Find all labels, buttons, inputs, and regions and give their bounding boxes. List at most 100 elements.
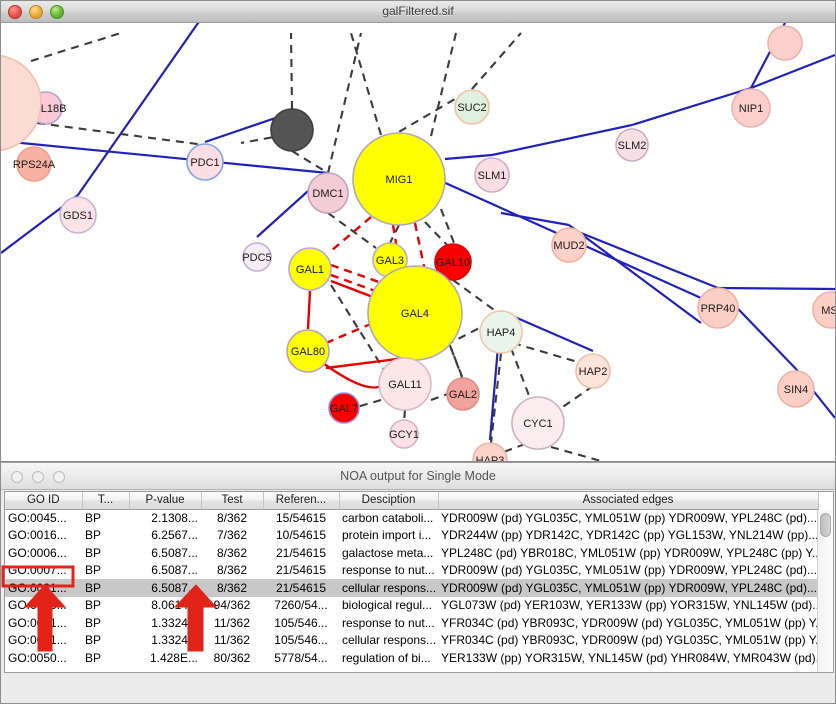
- node-label: PDC1: [190, 157, 219, 169]
- network-node-gal10[interactable]: GAL10: [434, 243, 472, 281]
- network-node-mud2[interactable]: MUD2: [551, 227, 587, 263]
- results-table[interactable]: GO ID T... P-value Test Referen... Desciption…: [5, 492, 819, 667]
- network-node-gal11[interactable]: GAL11: [378, 357, 432, 411]
- table-row[interactable]: GO:0007... BP 6.5087... 8/362 21/54615 respon…: [5, 562, 818, 580]
- close-icon[interactable]: [11, 471, 23, 483]
- table-scrollbar[interactable]: [817, 510, 832, 672]
- network-node-gcy1[interactable]: GCY1: [389, 419, 419, 449]
- noa-window-controls[interactable]: [11, 471, 65, 483]
- node-label: PRP40: [701, 303, 736, 315]
- column-header-6[interactable]: Associated edges: [438, 492, 819, 510]
- column-header-5[interactable]: Desciption: [339, 492, 439, 510]
- network-node-mig1[interactable]: MIG1: [352, 132, 446, 226]
- network-node-msi[interactable]: MSI: [812, 291, 835, 329]
- cell-edges: YFR034C (pd) YBR093C, YDR009W (pd) YGL03…: [441, 615, 818, 630]
- column-header-2[interactable]: P-value: [129, 492, 202, 510]
- cell-pvalue: 1.3324...: [151, 615, 198, 630]
- table-row[interactable]: GO:0031... BP 6.5087... 8/362 21/54615 cellul…: [5, 579, 818, 597]
- zoom-icon[interactable]: [50, 5, 64, 19]
- cell-reference: 7260/54...: [274, 598, 328, 613]
- scrollbar-thumb[interactable]: [820, 513, 831, 537]
- table-row[interactable]: GO:0006... BP 6.5087... 8/362 21/54615 galact…: [5, 544, 818, 562]
- cell-edges: YGL073W (pd) YER103W, YER133W (pp) YOR31…: [441, 598, 818, 613]
- network-titlebar[interactable]: galFiltered.sif: [1, 1, 835, 23]
- noa-window-title: NOA output for Single Mode: [340, 469, 496, 483]
- node-label: SUC2: [457, 102, 486, 114]
- cell-pvalue: 1.428E...: [149, 650, 198, 665]
- network-node-gal1[interactable]: GAL1: [288, 247, 332, 291]
- close-icon[interactable]: [8, 5, 22, 19]
- network-node-hap4[interactable]: HAP4: [479, 310, 523, 354]
- cell-pvalue: 6.5087...: [129, 579, 201, 597]
- cell-edges: YDR009W (pd) YGL035C, YML051W (pp) YDR00…: [438, 579, 818, 597]
- network-node-gal4[interactable]: GAL4: [367, 265, 463, 361]
- table-header-row[interactable]: GO ID T... P-value Test Referen... Desciption…: [5, 492, 819, 510]
- minimize-icon[interactable]: [29, 5, 43, 19]
- results-table-container[interactable]: GO ID T... P-value Test Referen... Desciption…: [4, 491, 834, 673]
- network-node-pdc5[interactable]: PDC5: [242, 242, 272, 272]
- cell-description: response to nut...: [342, 615, 435, 630]
- cell-test: 8/362: [216, 563, 248, 578]
- cell-type: BP: [85, 528, 102, 543]
- network-node-dmc1[interactable]: DMC1: [307, 172, 349, 214]
- network-node-slm2[interactable]: SLM2: [615, 128, 649, 162]
- cell-edges: YER133W (pp) YOR315W, YNL145W (pd) YHR08…: [441, 650, 818, 665]
- column-header-1[interactable]: T...: [82, 492, 130, 510]
- zoom-icon[interactable]: [53, 471, 65, 483]
- cell-description: cellular respons...: [339, 579, 438, 597]
- network-node[interactable]: [767, 25, 803, 61]
- network-node-gds1[interactable]: GDS1: [59, 196, 97, 234]
- column-header-0[interactable]: GO ID: [5, 492, 83, 510]
- cell-reference: 21/54615: [263, 579, 339, 597]
- node-label: NIP1: [739, 103, 763, 115]
- network-node-hap3[interactable]: HAP3: [472, 442, 508, 461]
- table-body[interactable]: GO:0045... BP 2.1308... 8/362 15/54615 carbon…: [5, 509, 818, 667]
- network-canvas[interactable]: RPL18B RPS24A GDS1 PDC1 PDC5 DMC1 SUC2 MIG1 SLM1…: [1, 23, 835, 461]
- table-row[interactable]: GO:0031... BP 1.3324... 11/362 105/546... res…: [5, 614, 818, 632]
- cell-type: BP: [85, 563, 102, 578]
- cell-go_id: GO:0050...: [8, 650, 67, 665]
- cell-type: BP: [82, 579, 129, 597]
- network-node-gal2[interactable]: GAL2: [446, 377, 480, 411]
- network-node-hap2[interactable]: HAP2: [575, 353, 611, 389]
- network-node-gal80[interactable]: GAL80: [286, 329, 330, 373]
- window-controls[interactable]: [8, 5, 64, 19]
- node-label: PDC5: [242, 252, 271, 264]
- network-node-suc2[interactable]: SUC2: [454, 89, 490, 125]
- network-node-pdc1[interactable]: PDC1: [186, 143, 224, 181]
- table-row[interactable]: GO:0050... BP 1.428E... 80/362 5778/54... reg…: [5, 649, 818, 667]
- network-node[interactable]: [1, 54, 42, 152]
- network-node-sin4[interactable]: SIN4: [777, 370, 815, 408]
- cell-description: regulation of bi...: [342, 650, 431, 665]
- network-node-rps24a[interactable]: RPS24A: [13, 146, 56, 182]
- minimize-icon[interactable]: [32, 471, 44, 483]
- cell-edges: YFR034C (pd) YBR093C, YDR009W (pd) YGL03…: [441, 633, 818, 648]
- cell-type: BP: [85, 650, 102, 665]
- network-node-gal7[interactable]: GAL7: [328, 392, 360, 424]
- network-node-nip1[interactable]: NIP1: [731, 88, 771, 128]
- noa-titlebar[interactable]: NOA output for Single Mode: [1, 463, 835, 490]
- column-header-4[interactable]: Referen...: [263, 492, 340, 510]
- noa-output-window: NOA output for Single Mode GO ID T... P-va…: [0, 462, 836, 704]
- table-row[interactable]: GO:0045... BP 2.1308... 8/362 15/54615 carbon…: [5, 509, 818, 527]
- cell-type: BP: [85, 545, 102, 560]
- cell-description: response to nut...: [342, 563, 435, 578]
- node-label: GAL80: [291, 346, 325, 358]
- column-header-3[interactable]: Test: [201, 492, 264, 510]
- cell-type: BP: [85, 633, 102, 648]
- cell-test: 11/362: [214, 633, 250, 648]
- cell-description: cellular respons...: [342, 633, 437, 648]
- network-node-prp40[interactable]: PRP40: [697, 287, 739, 329]
- network-node-slm1[interactable]: SLM1: [474, 157, 510, 193]
- network-node-cyc1[interactable]: CYC1: [511, 396, 565, 450]
- node-label: CYC1: [523, 418, 552, 430]
- node-label: HAP2: [579, 366, 608, 378]
- table-row[interactable]: GO:0065... BP 8.0614... 94/362 7260/54... bio…: [5, 597, 818, 615]
- table-row[interactable]: GO:0031... BP 1.3324... 11/362 105/546... cel…: [5, 632, 818, 650]
- cell-go_id: GO:0045...: [8, 511, 67, 525]
- network-node[interactable]: [270, 108, 314, 152]
- node-label: HAP4: [487, 327, 516, 339]
- table-row[interactable]: GO:0016... BP 6.2567... 7/362 10/54615 protei…: [5, 527, 818, 545]
